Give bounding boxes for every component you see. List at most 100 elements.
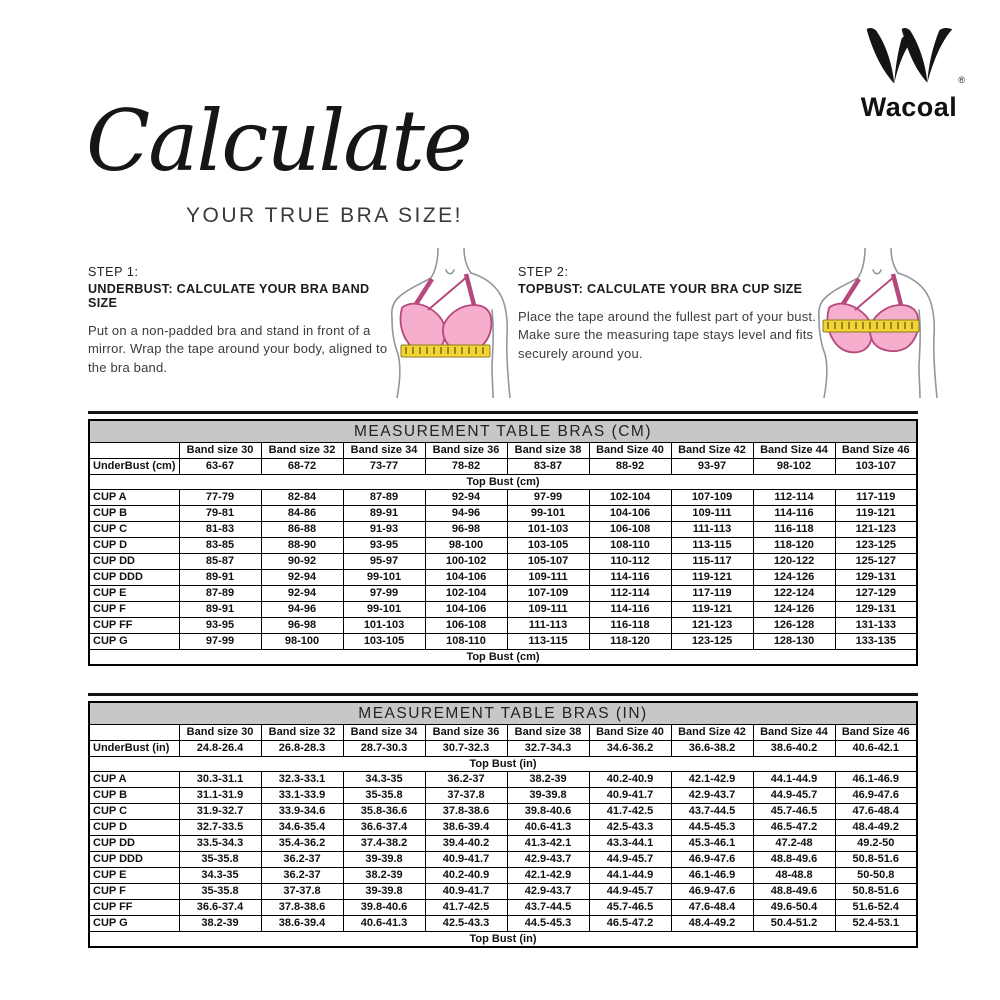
cup-label: CUP C — [88, 521, 180, 538]
topbust-cell: Top Bust (cm) — [88, 649, 918, 666]
wacoal-wordmark: Wacoal — [860, 92, 958, 122]
wacoal-w-icon — [866, 28, 953, 84]
cup-value: 35-35.8 — [178, 851, 262, 868]
underbust-value: 26.8-28.3 — [260, 740, 344, 757]
cup-value: 103-105 — [506, 537, 590, 554]
cup-value: 92-94 — [260, 569, 344, 586]
cup-value: 93-95 — [178, 617, 262, 634]
band-size-header: Band Size 42 — [670, 442, 754, 459]
cup-value: 47.6-48.4 — [834, 803, 918, 820]
cup-label: CUP D — [88, 819, 180, 836]
band-size-header: Band size 34 — [342, 724, 426, 741]
cup-value: 43.7-44.5 — [670, 803, 754, 820]
cup-value: 113-115 — [506, 633, 590, 650]
cup-value: 45.7-46.5 — [752, 803, 836, 820]
cup-label: CUP G — [88, 633, 180, 650]
cup-value: 104-106 — [424, 569, 508, 586]
underbust-value: 98-102 — [752, 458, 836, 475]
cup-value: 46.9-47.6 — [670, 851, 754, 868]
torso-outline — [390, 247, 511, 399]
cup-row: CUP DD 85-87 90-92 95-97 100-102 105-107 110-1… — [88, 553, 918, 570]
cup-value: 39.8-40.6 — [506, 803, 590, 820]
cup-value: 97-99 — [342, 585, 426, 602]
cup-label: CUP A — [88, 771, 180, 788]
cup-row: CUP D 83-85 88-90 93-95 98-100 103-105 108-110… — [88, 537, 918, 554]
band-size-header: Band Size 44 — [752, 442, 836, 459]
cup-value: 112-114 — [588, 585, 672, 602]
cup-value: 119-121 — [670, 601, 754, 618]
cup-label: CUP FF — [88, 899, 180, 916]
cup-value: 33.1-33.9 — [260, 787, 344, 804]
band-size-header: Band size 36 — [424, 442, 508, 459]
cup-value: 46.9-47.6 — [834, 787, 918, 804]
cup-value: 121-123 — [670, 617, 754, 634]
cup-value: 129-131 — [834, 601, 918, 618]
cup-value: 42.9-43.7 — [506, 851, 590, 868]
cup-value: 124-126 — [752, 569, 836, 586]
cup-value: 44.9-45.7 — [588, 851, 672, 868]
cup-label: CUP B — [88, 787, 180, 804]
band-size-header: Band Size 42 — [670, 724, 754, 741]
cup-label: CUP B — [88, 505, 180, 522]
wacoal-logo-mark: ® — [863, 26, 965, 91]
page-subtitle: YOUR TRUE BRA SIZE! — [186, 204, 463, 227]
topbust-row-top: Top Bust (cm) — [88, 474, 918, 490]
measuring-tape-icon — [400, 344, 491, 358]
cup-value: 37-37.8 — [424, 787, 508, 804]
underbust-value: 78-82 — [424, 458, 508, 475]
cup-value: 48.8-49.6 — [752, 883, 836, 900]
cup-value: 34.3-35 — [178, 867, 262, 884]
cup-value: 119-121 — [834, 505, 918, 522]
cup-value: 51.6-52.4 — [834, 899, 918, 916]
cup-value: 88-90 — [260, 537, 344, 554]
cup-value: 119-121 — [670, 569, 754, 586]
band-size-header: Band size 32 — [260, 724, 344, 741]
cup-value: 34.6-35.4 — [260, 819, 344, 836]
cup-value: 86-88 — [260, 521, 344, 538]
cup-value: 37-37.8 — [260, 883, 344, 900]
cup-value: 36.6-37.4 — [178, 899, 262, 916]
cup-value: 39-39.8 — [342, 883, 426, 900]
cup-value: 34.3-35 — [342, 771, 426, 788]
cup-value: 79-81 — [178, 505, 262, 522]
cup-value: 114-116 — [588, 601, 672, 618]
cup-value: 99-101 — [342, 601, 426, 618]
cup-value: 121-123 — [834, 521, 918, 538]
cup-row: CUP DDD 35-35.8 36.2-37 39-39.8 40.9-41.7 42.… — [88, 851, 918, 868]
cup-value: 104-106 — [424, 601, 508, 618]
cup-value: 43.7-44.5 — [506, 899, 590, 916]
cup-value: 36.6-37.4 — [342, 819, 426, 836]
cup-value: 82-84 — [260, 489, 344, 506]
cup-value: 39.8-40.6 — [342, 899, 426, 916]
underbust-value: 24.8-26.4 — [178, 740, 262, 757]
cup-value: 96-98 — [260, 617, 344, 634]
cup-value: 106-108 — [424, 617, 508, 634]
cup-label: CUP DDD — [88, 851, 180, 868]
step-1-heading: UNDERBUST: CALCULATE YOUR BRA BAND SIZE — [88, 282, 370, 310]
cup-value: 50-50.8 — [834, 867, 918, 884]
table-title: MEASUREMENT TABLE BRAS (IN) — [88, 701, 918, 725]
band-size-header: Band size 30 — [178, 442, 262, 459]
cup-value: 48.4-49.2 — [834, 819, 918, 836]
cup-row: CUP E 87-89 92-94 97-99 102-104 107-109 112-11… — [88, 585, 918, 602]
cup-value: 111-113 — [506, 617, 590, 634]
cup-value: 46.5-47.2 — [588, 915, 672, 932]
band-size-header: Band Size 40 — [588, 442, 672, 459]
cup-label: CUP DD — [88, 553, 180, 570]
cup-value: 85-87 — [178, 553, 262, 570]
cup-value: 102-104 — [588, 489, 672, 506]
wacoal-logo: ® Wacoal — [854, 26, 965, 123]
cup-label: CUP E — [88, 585, 180, 602]
cup-value: 109-111 — [506, 569, 590, 586]
cup-value: 49.6-50.4 — [752, 899, 836, 916]
cup-value: 114-116 — [588, 569, 672, 586]
cup-value: 89-91 — [178, 601, 262, 618]
cup-value: 48.8-49.6 — [752, 851, 836, 868]
bra-graphic — [826, 273, 920, 354]
cup-value: 117-119 — [670, 585, 754, 602]
underbust-row: UnderBust (in) 24.8-26.4 26.8-28.3 28.7-30.… — [88, 740, 918, 757]
cup-value: 38.2-39 — [506, 771, 590, 788]
cup-row: CUP E 34.3-35 36.2-37 38.2-39 40.2-40.9 42.1-… — [88, 867, 918, 884]
cup-row: CUP B 31.1-31.9 33.1-33.9 35-35.8 37-37.8 39-… — [88, 787, 918, 804]
cup-value: 118-120 — [588, 633, 672, 650]
